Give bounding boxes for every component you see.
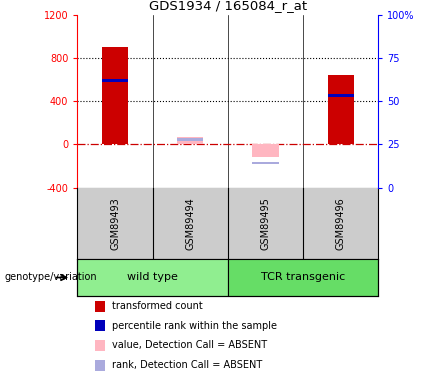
Bar [328, 75, 354, 144]
Bar [95, 340, 105, 351]
Text: rank, Detection Call = ABSENT: rank, Detection Call = ABSENT [112, 360, 262, 370]
Bar [252, 162, 279, 164]
Bar [77, 259, 228, 296]
Text: value, Detection Call = ABSENT: value, Detection Call = ABSENT [112, 340, 267, 351]
Bar [177, 138, 203, 141]
Bar [95, 360, 105, 370]
Bar [102, 47, 128, 144]
Bar [228, 259, 378, 296]
Bar [252, 144, 279, 158]
Bar [95, 301, 105, 312]
Title: GDS1934 / 165084_r_at: GDS1934 / 165084_r_at [149, 0, 307, 12]
Text: wild type: wild type [127, 273, 178, 282]
Text: percentile rank within the sample: percentile rank within the sample [112, 321, 277, 331]
Text: GSM89495: GSM89495 [261, 196, 270, 250]
Text: GSM89493: GSM89493 [110, 197, 120, 249]
Bar [95, 320, 105, 331]
Bar [328, 94, 354, 98]
Bar [102, 79, 128, 82]
Text: GSM89494: GSM89494 [185, 197, 195, 249]
Text: GSM89496: GSM89496 [336, 197, 346, 249]
Text: transformed count: transformed count [112, 301, 203, 311]
Text: genotype/variation: genotype/variation [4, 273, 97, 282]
Text: TCR transgenic: TCR transgenic [261, 273, 345, 282]
Bar [177, 137, 203, 144]
